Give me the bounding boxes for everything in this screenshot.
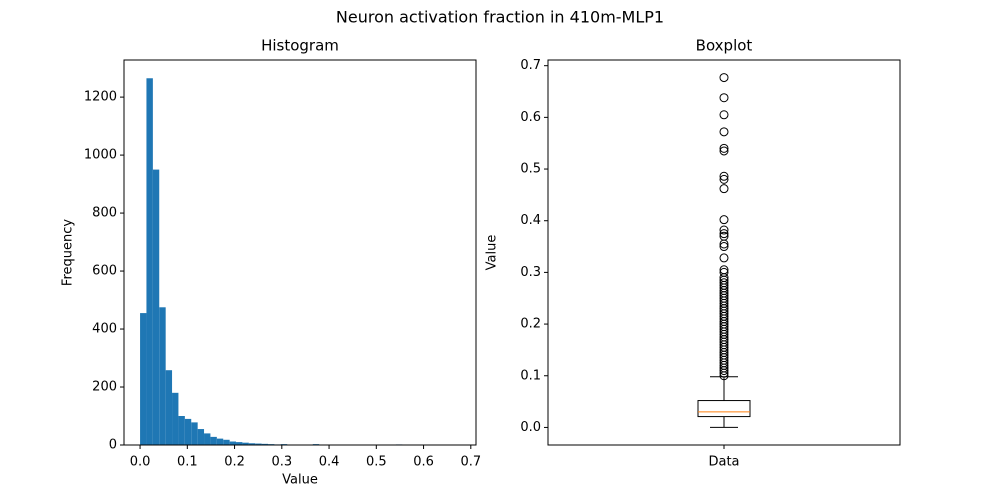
flier (719, 146, 729, 156)
bar (165, 370, 173, 445)
bar (197, 429, 205, 445)
flier (719, 239, 729, 249)
bar (159, 307, 166, 445)
y-tick-label: 0.6 (520, 110, 541, 125)
x-tick-label: 0.2 (224, 455, 245, 470)
flier (719, 215, 729, 225)
figure-title: Neuron activation fraction in 410m-MLP1 (336, 8, 664, 27)
flier (719, 143, 729, 153)
x-axis-label: Value (282, 473, 318, 488)
bar (178, 416, 185, 445)
bar (248, 443, 256, 445)
flier (719, 73, 729, 83)
x-tick-label: 0.1 (177, 455, 198, 470)
flier (719, 368, 729, 378)
bar (184, 418, 192, 445)
bar (242, 442, 249, 445)
flier (719, 110, 729, 120)
box (697, 400, 751, 418)
y-tick-label: 1000 (84, 148, 117, 163)
flier (719, 229, 729, 239)
y-tick-label: 600 (92, 264, 117, 279)
bar (152, 169, 160, 445)
y-tick-label: 0.7 (520, 58, 541, 73)
y-tick-label: 0.4 (520, 213, 541, 228)
y-tick-label: 800 (92, 206, 117, 221)
flier (719, 127, 729, 137)
flier (719, 174, 729, 184)
bar (223, 439, 230, 445)
x-tick-label: 0.7 (460, 455, 481, 470)
subplot-title: Histogram (261, 37, 339, 55)
flier (719, 225, 729, 235)
y-tick-label: 1200 (84, 90, 117, 105)
y-tick-label: 0 (109, 438, 117, 453)
y-tick-label: 0.3 (520, 265, 541, 280)
bar (229, 441, 237, 445)
bar (146, 78, 153, 445)
subplot-title: Boxplot (696, 37, 753, 55)
bar (191, 422, 198, 445)
flier (719, 242, 729, 252)
bar (216, 438, 224, 445)
x-tick-label: Data (708, 455, 739, 470)
x-tick-label: 0.4 (319, 455, 340, 470)
bar (255, 443, 262, 445)
y-tick-label: 0.0 (520, 420, 541, 435)
flier (719, 366, 729, 376)
y-tick-label: 0.2 (520, 317, 541, 332)
bar (210, 436, 217, 445)
x-tick-label: 0.0 (130, 455, 151, 470)
x-tick-label: 0.5 (366, 455, 387, 470)
bar (261, 443, 269, 445)
x-tick-label: 0.6 (413, 455, 434, 470)
flier (719, 253, 729, 263)
axes-frame (123, 59, 477, 446)
y-tick-label: 0.5 (520, 162, 541, 177)
flier (719, 371, 729, 381)
y-tick-label: 400 (92, 322, 117, 337)
flier (719, 93, 729, 103)
bar (172, 392, 179, 445)
x-tick-label: 0.3 (271, 455, 292, 470)
axes-frame (547, 59, 901, 446)
bar (236, 442, 243, 445)
y-axis-label: Value (485, 235, 500, 271)
bar (204, 433, 211, 445)
y-tick-label: 0.1 (520, 368, 541, 383)
flier (719, 184, 729, 194)
bar (140, 313, 147, 445)
y-axis-label: Frequency (61, 219, 76, 286)
flier (719, 171, 729, 181)
y-tick-label: 200 (92, 380, 117, 395)
